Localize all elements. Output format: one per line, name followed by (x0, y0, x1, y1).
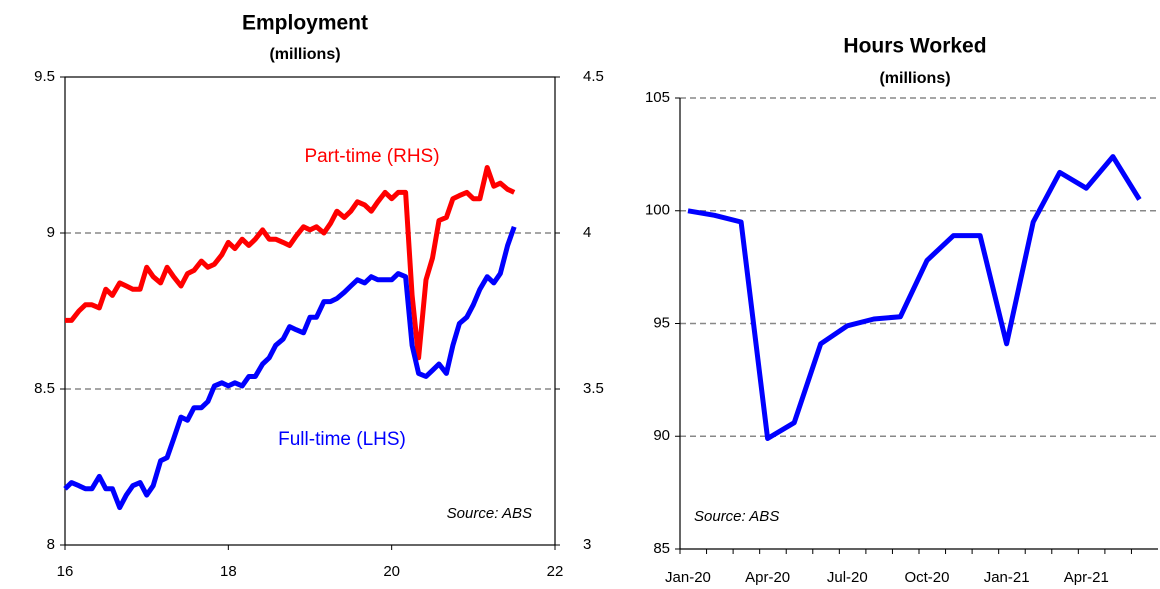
y2-tick-label: 4.5 (583, 68, 604, 85)
y2-tick-label: 3.5 (583, 380, 604, 397)
plot-frame (64, 76, 556, 546)
chart-title: Hours Worked (843, 35, 986, 58)
data-line (687, 154, 1142, 441)
chart-subtitle: (millions) (269, 46, 340, 63)
series-label: Part-time (RHS) (304, 146, 439, 167)
y-tick-label: 9.5 (34, 68, 55, 85)
y-tick-label: 95 (653, 314, 670, 331)
chart-title: Employment (242, 12, 368, 35)
y-tick-label: 85 (653, 540, 670, 557)
y-tick-label: 105 (645, 89, 670, 106)
y-tick-label: 8.5 (34, 380, 55, 397)
series-label: Full-time (LHS) (278, 429, 406, 450)
y-tick-label: 9 (47, 224, 55, 241)
source-note: Source: ABS (447, 505, 532, 522)
x-tick-label: 16 (57, 563, 74, 580)
x-tick-label: Jul-20 (827, 569, 868, 586)
x-tick-label: Oct-20 (904, 569, 949, 586)
x-tick-label: Apr-21 (1064, 569, 1109, 586)
x-tick-label: Jan-20 (665, 569, 711, 586)
y-tick-label: 8 (47, 536, 55, 553)
x-tick-label: Apr-20 (745, 569, 790, 586)
y2-tick-label: 4 (583, 224, 591, 241)
x-tick-label: 22 (547, 563, 564, 580)
chart-subtitle: (millions) (879, 70, 950, 87)
y-tick-label: 90 (653, 427, 670, 444)
y2-tick-label: 3 (583, 536, 591, 553)
data-line (63, 225, 517, 511)
data-line (65, 165, 516, 361)
x-tick-label: 18 (220, 563, 237, 580)
source-note: Source: ABS (694, 508, 779, 525)
x-tick-label: 20 (383, 563, 400, 580)
y-tick-label: 100 (645, 202, 670, 219)
x-tick-label: Jan-21 (984, 569, 1030, 586)
